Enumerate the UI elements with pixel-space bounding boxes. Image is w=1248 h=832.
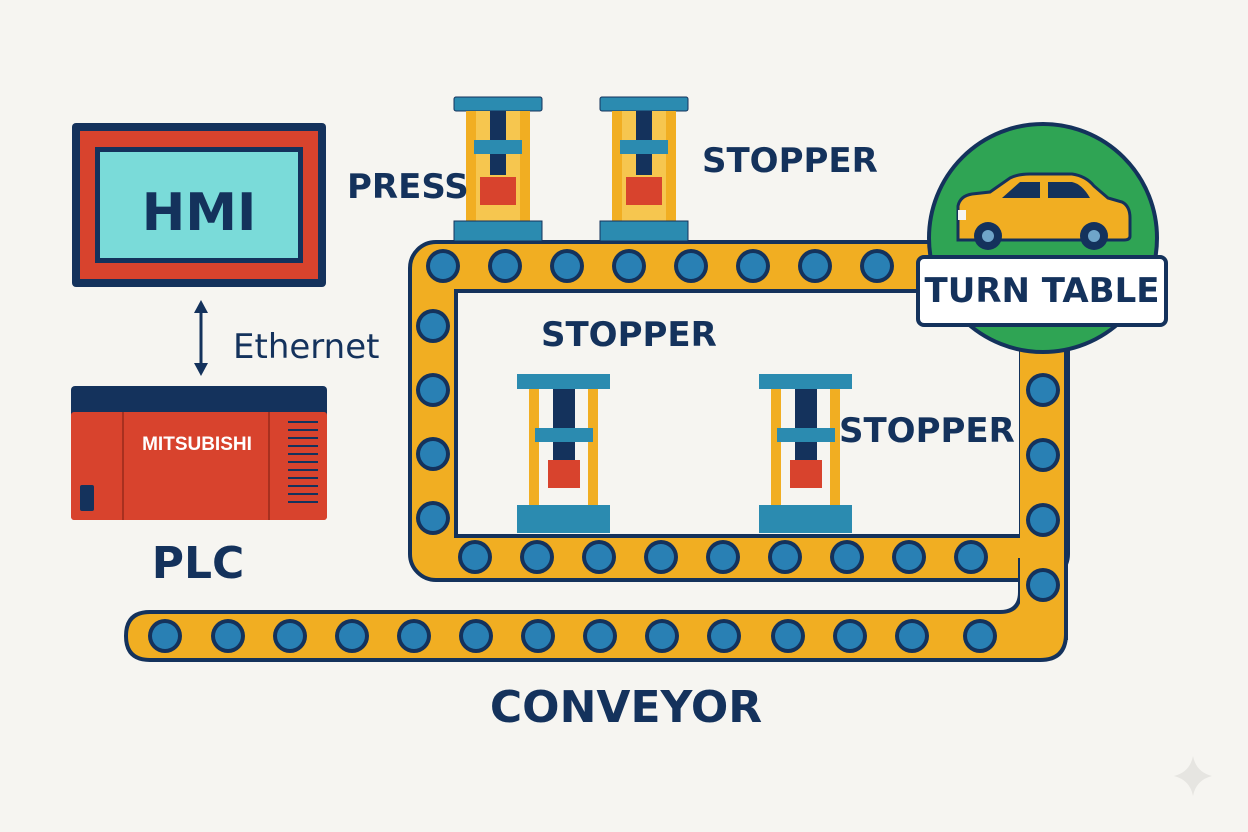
roller xyxy=(416,501,450,535)
stopper-station-mid-right xyxy=(759,374,852,533)
roller xyxy=(397,619,431,653)
roller xyxy=(416,437,450,471)
press-label: PRESS xyxy=(347,167,469,207)
roller xyxy=(521,619,555,653)
roller xyxy=(550,249,584,283)
sparkle-icon xyxy=(1174,756,1212,796)
roller xyxy=(892,540,926,574)
roller xyxy=(612,249,646,283)
roller xyxy=(963,619,997,653)
roller xyxy=(768,540,802,574)
roller xyxy=(771,619,805,653)
roller xyxy=(488,249,522,283)
plc-port xyxy=(80,485,94,511)
roller xyxy=(458,540,492,574)
stopper-station-mid-left xyxy=(517,374,610,533)
turn-table-label: TURN TABLE xyxy=(925,271,1160,311)
roller xyxy=(830,540,864,574)
roller xyxy=(416,373,450,407)
roller xyxy=(954,540,988,574)
plc-brand: MITSUBISHI xyxy=(142,434,252,455)
car-icon xyxy=(956,172,1132,250)
press-station xyxy=(453,96,543,242)
conveyor-label: CONVEYOR xyxy=(490,682,762,733)
turn-table: TURN TABLE xyxy=(916,122,1168,354)
roller xyxy=(798,249,832,283)
roller xyxy=(706,540,740,574)
arrow-up-icon xyxy=(194,300,208,313)
roller xyxy=(1026,438,1060,472)
hmi-panel: HMI xyxy=(72,123,326,287)
roller xyxy=(736,249,770,283)
roller xyxy=(273,619,307,653)
roller xyxy=(1026,503,1060,537)
roller xyxy=(211,619,245,653)
roller xyxy=(335,619,369,653)
roller xyxy=(1026,373,1060,407)
ethernet-link: Ethernet xyxy=(194,300,379,376)
roller xyxy=(583,619,617,653)
stopper-label-top: STOPPER xyxy=(702,141,878,181)
roller xyxy=(644,540,678,574)
ethernet-label: Ethernet xyxy=(233,327,379,367)
roller xyxy=(148,619,182,653)
roller xyxy=(833,619,867,653)
plc-label: PLC xyxy=(152,538,245,589)
roller xyxy=(707,619,741,653)
roller xyxy=(459,619,493,653)
roller xyxy=(426,249,460,283)
roller xyxy=(1026,568,1060,602)
roller xyxy=(416,309,450,343)
roller xyxy=(645,619,679,653)
rollers xyxy=(148,249,1060,653)
conveyor-belts xyxy=(123,240,1070,662)
roller xyxy=(582,540,616,574)
plc-unit: MITSUBISHI PLC xyxy=(71,386,327,589)
roller xyxy=(895,619,929,653)
roller xyxy=(520,540,554,574)
arrow-down-icon xyxy=(194,363,208,376)
roller xyxy=(674,249,708,283)
vent-icon xyxy=(288,421,318,503)
stopper-label-mid: STOPPER xyxy=(541,315,717,355)
roller xyxy=(860,249,894,283)
stopper-station-top xyxy=(599,96,689,242)
stopper-label-right: STOPPER xyxy=(839,411,1015,451)
hmi-label: HMI xyxy=(142,183,257,243)
